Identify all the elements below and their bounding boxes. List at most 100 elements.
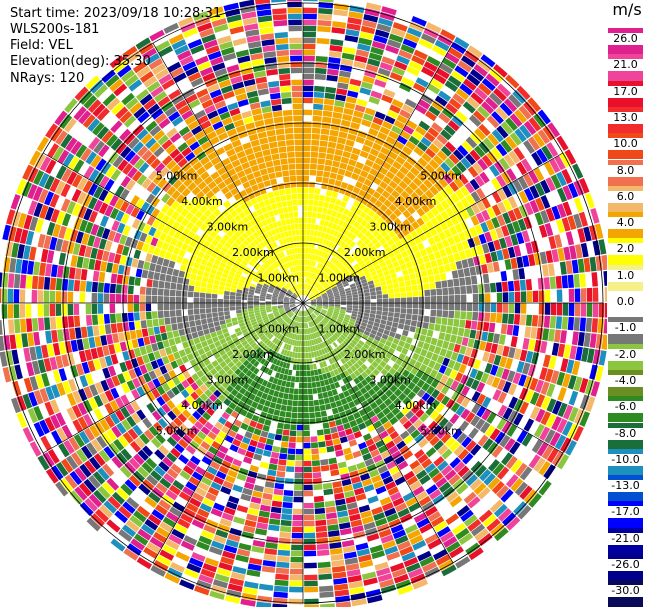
range-gate (224, 454, 234, 464)
range-gate (181, 309, 188, 316)
range-gate (247, 508, 259, 516)
range-gate (229, 353, 237, 361)
range-gate (415, 77, 429, 88)
range-gate (523, 187, 535, 202)
range-gate (125, 256, 133, 267)
range-gate (325, 276, 331, 282)
range-gate (188, 314, 195, 322)
range-gate (282, 314, 288, 319)
range-gate (440, 465, 453, 477)
range-gate (274, 372, 281, 379)
range-gate (384, 225, 393, 234)
range-gate (549, 431, 561, 447)
range-gate (340, 119, 351, 128)
range-gate (246, 362, 253, 370)
range-gate (181, 297, 188, 303)
range-gate (512, 179, 523, 193)
range-gate (340, 58, 354, 67)
range-gate (437, 444, 449, 456)
range-gate (259, 461, 269, 469)
range-gate (454, 294, 461, 303)
range-gate (357, 93, 370, 102)
range-gate (348, 11, 364, 20)
range-gate (191, 373, 200, 382)
range-gate (530, 266, 538, 279)
range-gate (355, 49, 370, 58)
range-gate (291, 412, 298, 419)
range-gate (13, 273, 21, 289)
range-gate (304, 604, 319, 607)
range-gate (178, 491, 191, 502)
range-gate (334, 308, 340, 311)
range-gate (338, 392, 346, 400)
range-gate (366, 324, 373, 330)
range-gate (165, 324, 172, 332)
range-gate (377, 573, 393, 583)
range-gate (313, 103, 324, 110)
range-gate (285, 472, 295, 479)
range-gate (303, 328, 305, 335)
range-gate (472, 431, 484, 443)
range-gate (362, 206, 371, 214)
range-gate (551, 138, 564, 154)
range-gate (344, 261, 351, 268)
range-gate (313, 274, 318, 280)
range-gate (604, 287, 607, 302)
range-gate (247, 305, 254, 309)
range-gate (368, 226, 376, 234)
range-gate (14, 319, 21, 334)
range-gate (291, 307, 297, 311)
range-gate (217, 294, 224, 299)
range-gate (264, 374, 271, 382)
range-gate (414, 433, 425, 444)
range-gate (469, 368, 478, 379)
range-gate (331, 27, 346, 35)
range-gate (329, 542, 342, 549)
range-gate (78, 482, 92, 497)
range-gate (457, 448, 470, 461)
range-gate (272, 445, 281, 453)
range-gate (556, 454, 570, 470)
range-gate (379, 337, 387, 345)
range-gate (249, 372, 257, 380)
range-gate (245, 370, 253, 377)
range-gate (385, 246, 393, 254)
range-gate (330, 264, 336, 271)
range-gate (79, 315, 87, 327)
range-gate (248, 393, 256, 401)
range-gate (537, 315, 545, 328)
range-gate (195, 487, 207, 497)
range-gate (106, 262, 114, 273)
range-gate (162, 339, 170, 348)
range-gate (311, 382, 317, 388)
range-gate (352, 300, 359, 303)
range-gate (317, 330, 322, 337)
range-gate (318, 277, 323, 283)
range-gate (519, 485, 533, 500)
range-gate (556, 289, 563, 302)
range-gate (218, 315, 225, 321)
range-gate (355, 194, 364, 203)
range-gate (501, 248, 510, 260)
range-gate (49, 290, 56, 303)
range-gate (378, 402, 387, 411)
range-gate (466, 388, 476, 399)
range-gate (218, 416, 227, 425)
range-gate (317, 269, 322, 276)
range-gate (388, 298, 395, 303)
range-gate (505, 135, 518, 150)
range-gate (308, 394, 314, 401)
range-gate (508, 94, 522, 109)
range-gate (232, 566, 247, 575)
range-gate (322, 226, 328, 233)
range-gate (493, 64, 508, 78)
range-gate (406, 400, 416, 410)
range-gate (442, 57, 457, 70)
range-gate (190, 273, 197, 281)
range-gate (487, 441, 499, 455)
range-gate (373, 278, 380, 284)
range-gate (226, 393, 235, 402)
range-gate (551, 400, 562, 415)
range-gate (372, 229, 380, 238)
range-gate (57, 329, 64, 342)
